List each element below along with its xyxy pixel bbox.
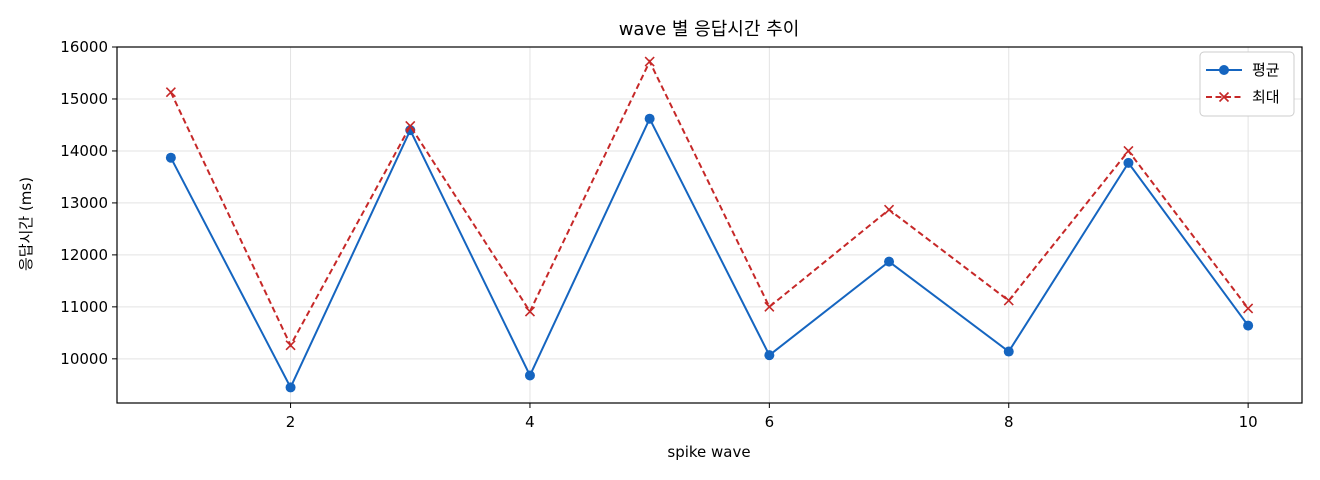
y-tick-label: 10000 — [60, 350, 108, 368]
data-point — [764, 350, 775, 361]
x-tick-label: 6 — [765, 413, 775, 431]
y-tick-label: 14000 — [60, 142, 108, 160]
legend-box — [1199, 51, 1295, 117]
data-point — [285, 340, 296, 351]
data-point — [1003, 295, 1014, 306]
data-point — [883, 204, 895, 215]
legend-item: 최대 — [1206, 88, 1280, 106]
data-point — [165, 152, 176, 163]
series-2 — [165, 56, 1254, 351]
y-axis-label: 응답시간 (ms) — [17, 177, 35, 271]
data-point — [524, 370, 535, 381]
x-axis: 2 4 6 8 10 — [286, 403, 1258, 431]
data-point — [524, 306, 536, 317]
x-tick-label: 2 — [286, 413, 296, 431]
data-point — [1243, 320, 1254, 331]
data-point — [1243, 303, 1254, 314]
series-line — [169, 59, 1249, 348]
data-point — [165, 87, 176, 98]
data-point — [285, 382, 296, 393]
y-tick-label: 11000 — [60, 298, 108, 316]
x-axis-label: spike wave — [667, 443, 750, 461]
y-tick-label: 15000 — [60, 90, 108, 108]
y-axis: 10000 11000 12000 13000 14000 15000 16000 — [60, 38, 117, 368]
x-tick-label: 8 — [1004, 413, 1014, 431]
data-point — [644, 113, 655, 124]
data-point — [764, 301, 775, 312]
data-point — [884, 256, 895, 267]
legend-marker — [1219, 65, 1229, 75]
data-point — [1123, 157, 1134, 168]
y-tick-label: 13000 — [60, 194, 108, 212]
series-line — [169, 116, 1249, 390]
legend-item: 평균 — [1206, 61, 1280, 79]
legend-label: 평균 — [1252, 61, 1280, 79]
plot-frame — [116, 46, 1303, 404]
data-point — [644, 56, 655, 67]
x-tick-label: 10 — [1239, 413, 1258, 431]
x-tick-label: 4 — [525, 413, 535, 431]
series-layer — [165, 56, 1254, 393]
chart-title: wave 별 응답시간 추이 — [619, 19, 800, 40]
legend-marker — [1218, 91, 1230, 103]
data-point — [405, 120, 416, 132]
legend-label: 최대 — [1252, 88, 1280, 106]
data-point — [1003, 346, 1014, 357]
y-tick-label: 12000 — [60, 246, 108, 264]
data-point — [1123, 145, 1134, 157]
y-tick-label: 16000 — [60, 38, 108, 56]
